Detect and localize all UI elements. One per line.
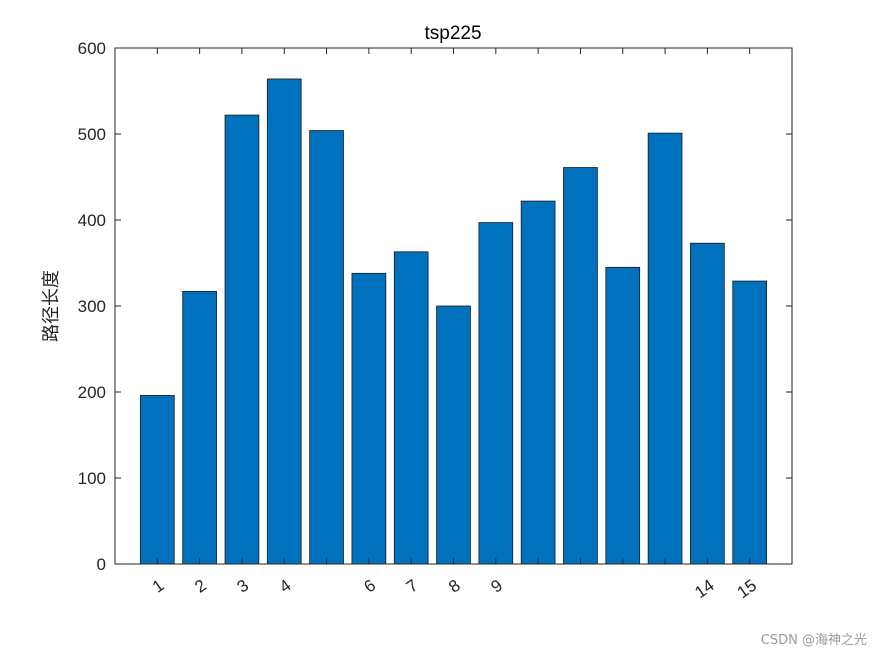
- bar-15: [732, 280, 768, 565]
- bar-5: [309, 130, 344, 565]
- y-tick-label-500: 500: [78, 125, 106, 144]
- bar-10: [520, 200, 556, 565]
- x-tick-label-15: 15: [734, 576, 760, 602]
- bar-2: [182, 290, 217, 565]
- y-tick-label-600: 600: [78, 39, 106, 58]
- bar-8: [436, 305, 471, 565]
- y-axis-label: 路径长度: [41, 270, 62, 342]
- y-tick-label-100: 100: [78, 469, 106, 488]
- x-tick-label-9: 9: [487, 576, 506, 597]
- bar-14: [690, 242, 725, 565]
- bar-4: [266, 78, 302, 565]
- chart-title: tsp225: [424, 23, 481, 44]
- x-tick-label-4: 4: [276, 576, 295, 597]
- y-axis: 0 100 200 300 400 500 600: [78, 39, 792, 574]
- bar-9: [478, 222, 514, 565]
- x-tick-label-6: 6: [361, 576, 380, 597]
- y-tick-label-300: 300: [78, 297, 106, 316]
- x-tick-label-7: 7: [403, 576, 422, 597]
- bar-3: [224, 114, 260, 565]
- x-tick-label-1: 1: [149, 576, 168, 597]
- x-tick-label-3: 3: [234, 576, 253, 597]
- bar-13: [647, 132, 683, 565]
- bar-6: [351, 272, 387, 565]
- watermark: CSDN @海神之光: [760, 633, 867, 648]
- y-tick-label-0: 0: [97, 555, 106, 574]
- bar-12: [605, 266, 641, 565]
- x-tick-label-2: 2: [191, 576, 210, 597]
- x-tick-label-8: 8: [445, 576, 464, 597]
- y-tick-label-200: 200: [78, 383, 106, 402]
- x-tick-label-14: 14: [691, 576, 717, 602]
- bar-1: [139, 395, 175, 565]
- bar-11: [563, 167, 598, 565]
- y-tick-label-400: 400: [78, 211, 106, 230]
- bars-group: [139, 78, 768, 565]
- bar-7: [393, 251, 429, 565]
